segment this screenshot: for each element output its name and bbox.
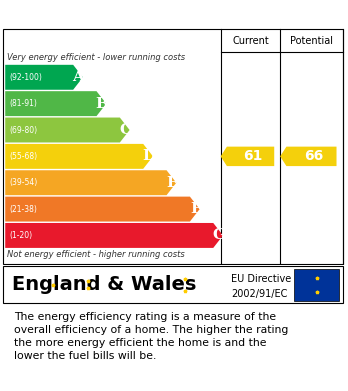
- Polygon shape: [5, 144, 153, 169]
- Polygon shape: [5, 170, 176, 195]
- Polygon shape: [280, 147, 337, 166]
- Text: Not energy efficient - higher running costs: Not energy efficient - higher running co…: [7, 249, 185, 258]
- Text: Energy Efficiency Rating: Energy Efficiency Rating: [69, 7, 279, 22]
- Text: 61: 61: [243, 149, 262, 163]
- Text: C: C: [119, 123, 131, 137]
- Text: F: F: [190, 202, 201, 216]
- Text: Current: Current: [232, 36, 269, 46]
- Text: (39-54): (39-54): [9, 178, 38, 187]
- Polygon shape: [5, 91, 106, 116]
- Text: The energy efficiency rating is a measure of the
overall efficiency of a home. T: The energy efficiency rating is a measur…: [14, 312, 288, 361]
- Text: (55-68): (55-68): [9, 152, 38, 161]
- Text: E: E: [166, 176, 178, 190]
- Text: B: B: [95, 97, 108, 111]
- Polygon shape: [5, 197, 200, 222]
- Text: (69-80): (69-80): [9, 126, 38, 135]
- Text: (92-100): (92-100): [9, 73, 42, 82]
- Text: EU Directive: EU Directive: [231, 274, 292, 284]
- Text: Very energy efficient - lower running costs: Very energy efficient - lower running co…: [7, 53, 185, 62]
- Polygon shape: [5, 223, 223, 248]
- Polygon shape: [5, 65, 83, 90]
- Text: D: D: [142, 149, 155, 163]
- Text: (81-91): (81-91): [9, 99, 37, 108]
- Text: (21-38): (21-38): [9, 204, 37, 213]
- Polygon shape: [5, 118, 129, 142]
- Polygon shape: [221, 147, 274, 166]
- Text: 66: 66: [304, 149, 323, 163]
- Bar: [294, 269, 339, 301]
- Text: Potential: Potential: [290, 36, 333, 46]
- Text: England & Wales: England & Wales: [12, 275, 197, 294]
- Text: 2002/91/EC: 2002/91/EC: [231, 289, 288, 299]
- Text: A: A: [73, 70, 85, 84]
- Text: (1-20): (1-20): [9, 231, 32, 240]
- Text: G: G: [212, 228, 225, 242]
